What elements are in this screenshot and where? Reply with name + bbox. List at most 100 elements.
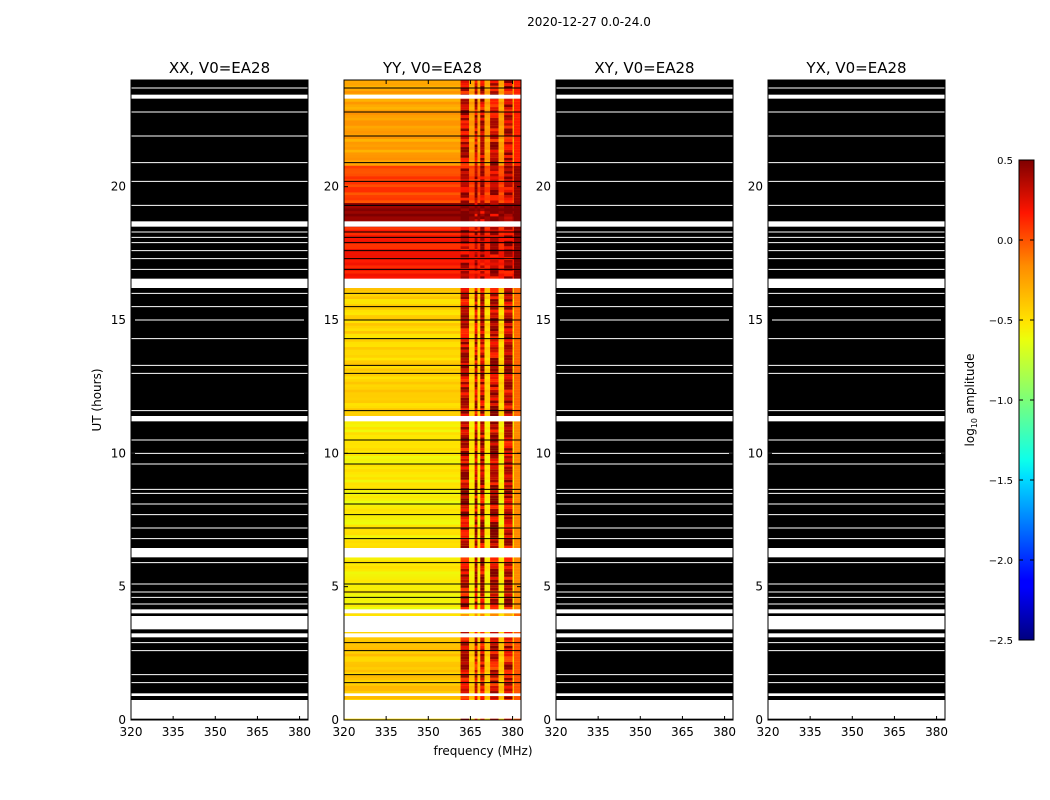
panel-title-xx: XX, V0=EA28 <box>169 59 270 77</box>
rfi-cell <box>480 85 485 89</box>
rfi-cell <box>474 114 478 118</box>
rfi-cell <box>504 540 513 544</box>
edge-cell <box>513 157 521 161</box>
heatmap-cell <box>344 413 521 417</box>
rfi-cell <box>490 288 499 292</box>
rfi-cell <box>480 685 485 689</box>
heatmap-cell <box>344 408 521 412</box>
rfi-cell <box>490 232 499 236</box>
heatmap-cell <box>344 463 521 467</box>
heatmap-cell <box>344 275 521 280</box>
rfi-cell <box>460 463 470 467</box>
edge-cell <box>513 661 521 665</box>
rfi-cell <box>504 232 513 236</box>
edge-cell <box>513 690 521 694</box>
rfi-cell <box>460 262 470 266</box>
rfi-cell <box>504 642 513 646</box>
rfi-cell <box>460 458 470 462</box>
rfi-cell <box>480 495 485 499</box>
rfi-cell <box>460 128 470 132</box>
panel-title-yx: YX, V0=EA28 <box>805 59 906 77</box>
heatmap-cell <box>344 264 521 269</box>
edge-cell <box>513 592 521 597</box>
rfi-cell <box>504 598 513 602</box>
rfi-cell <box>480 690 485 694</box>
heatmap-cell <box>344 508 521 512</box>
edge-cell <box>513 229 521 233</box>
rfi-cell <box>474 664 478 668</box>
rfi-cell <box>460 452 470 456</box>
rfi-cell <box>490 197 499 201</box>
rfi-cell <box>474 497 478 501</box>
rfi-cell <box>504 141 513 145</box>
rfi-cell <box>460 571 470 575</box>
rfi-cell <box>460 362 470 366</box>
heatmap-cell <box>344 128 521 132</box>
heatmap-cell <box>344 568 521 572</box>
rfi-cell <box>460 336 470 340</box>
rfi-cell <box>460 518 470 522</box>
rfi-cell <box>474 376 478 380</box>
edge-cell <box>513 320 521 324</box>
rfi-cell <box>504 455 513 459</box>
rfi-cell <box>480 442 485 446</box>
rfi-cell <box>460 677 470 681</box>
rfi-cell <box>460 373 470 377</box>
edge-cell <box>513 98 521 102</box>
rfi-cell <box>474 460 478 464</box>
edge-cell <box>513 571 521 575</box>
rfi-cell <box>504 344 513 348</box>
rfi-cell <box>490 165 499 169</box>
heatmap-cell <box>344 384 521 388</box>
edge-cell <box>513 482 521 486</box>
rfi-cell <box>490 386 499 390</box>
rfi-cell <box>460 439 470 443</box>
rfi-cell <box>504 101 513 105</box>
rfi-cell <box>504 245 513 249</box>
rfi-cell <box>504 468 513 472</box>
rfi-cell <box>460 613 470 617</box>
rfi-cell <box>504 320 513 324</box>
rfi-cell <box>460 184 470 188</box>
rfi-cell <box>504 173 513 177</box>
heatmap-cell <box>344 210 521 214</box>
rfi-cell <box>480 717 485 721</box>
rfi-cell <box>490 497 499 501</box>
edge-cell <box>513 431 521 435</box>
rfi-cell <box>490 426 499 430</box>
rfi-cell <box>460 346 470 350</box>
rfi-cell <box>474 338 478 342</box>
rfi-cell <box>474 368 478 372</box>
rfi-cell <box>480 682 485 686</box>
rfi-cell <box>490 487 499 491</box>
rfi-cell <box>490 128 499 132</box>
heatmap-cell <box>344 80 521 84</box>
rfi-cell <box>490 640 499 644</box>
heatmap-cell <box>344 157 521 161</box>
rfi-cell <box>460 579 470 583</box>
rfi-cell <box>460 545 470 549</box>
rfi-cell <box>504 511 513 515</box>
rfi-cell <box>460 264 470 269</box>
rfi-cell <box>490 270 499 274</box>
heatmap-cell <box>344 489 521 493</box>
rfi-cell <box>490 674 499 678</box>
rfi-cell <box>460 466 470 470</box>
rfi-cell <box>504 482 513 486</box>
rfi-cell <box>504 431 513 435</box>
edge-cell <box>513 128 521 132</box>
rfi-cell <box>460 666 470 670</box>
rfi-cell <box>474 717 478 721</box>
rfi-cell <box>490 370 499 374</box>
edge-cell <box>513 656 521 660</box>
heatmap-cell <box>344 262 521 266</box>
rfi-cell <box>504 85 513 89</box>
edge-cell <box>513 540 521 544</box>
rfi-cell <box>480 114 485 118</box>
rfi-cell <box>480 524 485 528</box>
rfi-cell <box>474 500 478 504</box>
flagged-gap <box>556 693 733 696</box>
rfi-cell <box>460 447 470 451</box>
rfi-cell <box>474 450 478 454</box>
rfi-cell <box>474 584 478 588</box>
